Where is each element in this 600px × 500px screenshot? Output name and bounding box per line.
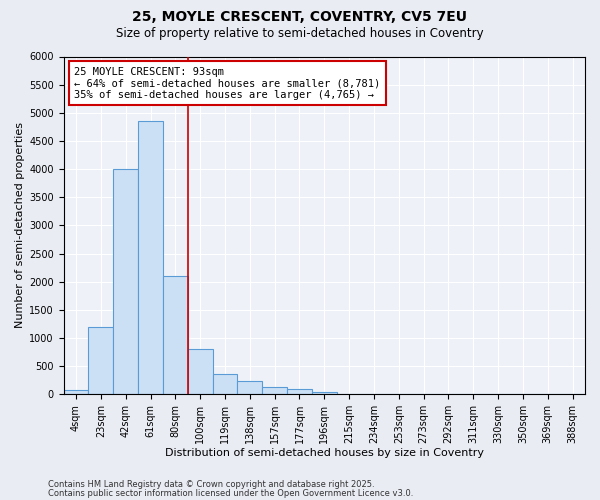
Bar	[188, 349, 212, 394]
Text: Contains public sector information licensed under the Open Government Licence v3: Contains public sector information licen…	[48, 488, 413, 498]
Bar	[262, 387, 287, 394]
Text: 25, MOYLE CRESCENT, COVENTRY, CV5 7EU: 25, MOYLE CRESCENT, COVENTRY, CV5 7EU	[133, 10, 467, 24]
Bar	[113, 169, 138, 394]
Bar	[88, 326, 113, 394]
Bar	[138, 121, 163, 394]
Bar	[212, 374, 238, 394]
Text: 25 MOYLE CRESCENT: 93sqm
← 64% of semi-detached houses are smaller (8,781)
35% o: 25 MOYLE CRESCENT: 93sqm ← 64% of semi-d…	[74, 66, 380, 100]
Bar	[238, 382, 262, 394]
Bar	[163, 276, 188, 394]
X-axis label: Distribution of semi-detached houses by size in Coventry: Distribution of semi-detached houses by …	[165, 448, 484, 458]
Y-axis label: Number of semi-detached properties: Number of semi-detached properties	[15, 122, 25, 328]
Bar	[287, 389, 312, 394]
Text: Contains HM Land Registry data © Crown copyright and database right 2025.: Contains HM Land Registry data © Crown c…	[48, 480, 374, 489]
Bar	[64, 390, 88, 394]
Bar	[312, 392, 337, 394]
Text: Size of property relative to semi-detached houses in Coventry: Size of property relative to semi-detach…	[116, 28, 484, 40]
